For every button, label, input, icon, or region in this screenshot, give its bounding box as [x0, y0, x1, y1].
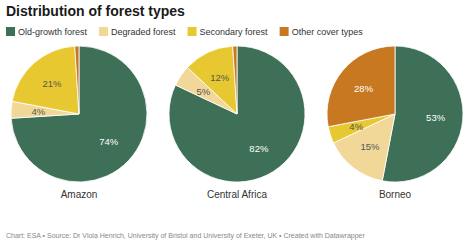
- legend-label: Degraded forest: [111, 27, 176, 37]
- data-label: 15%: [360, 141, 380, 152]
- caption: Chart: ESA • Source: Dr Viola Henrich, U…: [6, 232, 365, 240]
- data-label: 53%: [426, 112, 446, 123]
- data-label: 21%: [43, 78, 63, 89]
- data-label: 4%: [349, 121, 363, 132]
- title: Distribution of forest types: [6, 3, 185, 19]
- pie: 53% 15% 4% 28%: [327, 46, 463, 182]
- pie-label: Central Africa: [207, 189, 267, 200]
- legend-swatch: [6, 27, 15, 36]
- legend-label: Other cover types: [292, 27, 364, 37]
- pie-label: Borneo: [379, 189, 412, 200]
- chart: Distribution of forest types Old-growth f…: [0, 0, 474, 244]
- legend-label: Old-growth forest: [18, 27, 88, 37]
- legend-item: Other cover types: [280, 27, 364, 37]
- pie: 74% 4% 21%: [11, 46, 147, 182]
- pie-slice: [233, 46, 237, 114]
- legend-item: Degraded forest: [99, 27, 176, 37]
- data-label: 4%: [31, 106, 45, 117]
- legend-label: Secondary forest: [200, 27, 269, 37]
- data-label: 12%: [210, 72, 230, 83]
- legend-item: Old-growth forest: [6, 27, 88, 37]
- data-label: 28%: [354, 82, 374, 93]
- legend-swatch: [280, 27, 289, 36]
- pie-slice: [75, 46, 79, 114]
- pie-slice: [327, 46, 395, 127]
- pie-slice: [12, 46, 79, 114]
- legend-swatch: [99, 27, 108, 36]
- pie-slice: [169, 46, 305, 182]
- pie: 82% 5%12%: [169, 46, 305, 182]
- data-label: 5%: [196, 86, 210, 97]
- pie-slice: [187, 46, 237, 114]
- data-label: 82%: [249, 143, 269, 154]
- data-label: 74%: [99, 136, 119, 147]
- legend-swatch: [188, 27, 197, 36]
- pie-label: Amazon: [61, 189, 98, 200]
- legend: Old-growth forest Degraded forest Secondar…: [6, 27, 363, 37]
- pie-slice: [11, 46, 147, 182]
- legend-item: Secondary forest: [188, 27, 269, 37]
